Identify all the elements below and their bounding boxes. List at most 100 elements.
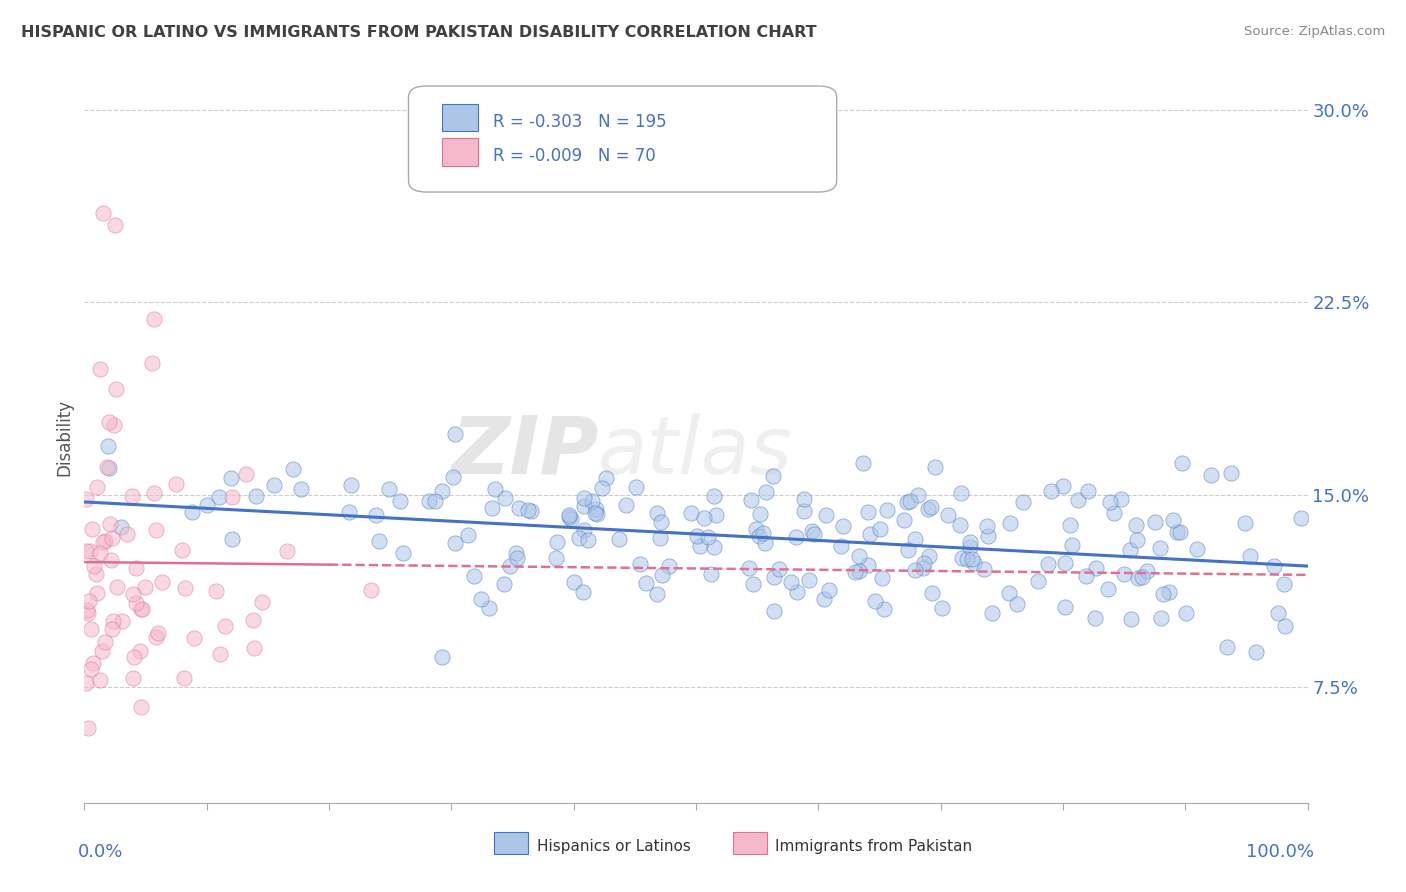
Point <box>75 676 97 690</box>
Point <box>82 657 104 671</box>
Point <box>848 564 870 578</box>
Point <box>499 559 522 574</box>
Point <box>960 552 983 566</box>
Point <box>959 540 981 554</box>
Text: R = -0.303   N = 195: R = -0.303 N = 195 <box>494 113 666 131</box>
Point <box>94 635 117 649</box>
Point <box>1026 574 1049 589</box>
Point <box>1067 492 1090 507</box>
Point <box>1054 557 1077 571</box>
Point <box>1102 507 1125 521</box>
Point <box>519 503 541 517</box>
Point <box>607 532 630 546</box>
Point <box>146 626 169 640</box>
Point <box>898 493 921 508</box>
Point <box>980 606 1002 620</box>
Point <box>959 535 981 549</box>
Point <box>245 489 267 503</box>
Point <box>918 549 941 563</box>
Point <box>444 536 467 550</box>
FancyBboxPatch shape <box>494 832 529 854</box>
Point <box>904 563 927 577</box>
Point <box>141 356 163 370</box>
Point <box>214 619 236 633</box>
Point <box>976 519 998 533</box>
Point <box>180 506 202 520</box>
Point <box>89 673 111 688</box>
Point <box>1144 515 1167 529</box>
Point <box>1040 483 1063 498</box>
Point <box>876 503 898 517</box>
Point <box>1130 570 1153 584</box>
Point <box>1126 533 1149 547</box>
Point <box>98 516 121 531</box>
Point <box>557 510 579 524</box>
Point <box>360 582 382 597</box>
Point <box>1168 524 1191 539</box>
Point <box>83 559 105 574</box>
Point <box>103 614 125 628</box>
Point <box>1157 585 1180 599</box>
Point <box>86 585 108 599</box>
Point <box>568 532 591 546</box>
Point <box>276 544 298 558</box>
Point <box>105 580 128 594</box>
Point <box>546 534 568 549</box>
Point <box>392 546 415 560</box>
Point <box>103 417 125 432</box>
Point <box>572 499 595 513</box>
Point <box>93 534 115 549</box>
Point <box>1074 569 1097 583</box>
Point <box>648 531 671 545</box>
Point <box>742 577 765 591</box>
Point <box>75 544 97 558</box>
Point <box>949 486 972 500</box>
Point <box>221 491 243 505</box>
Point <box>1097 582 1119 597</box>
Point <box>703 541 725 555</box>
Point <box>506 550 529 565</box>
Point <box>793 491 815 506</box>
Point <box>129 644 152 658</box>
FancyBboxPatch shape <box>733 832 766 854</box>
Point <box>1272 576 1295 591</box>
Point <box>143 312 166 326</box>
Point <box>1267 606 1289 620</box>
Point <box>754 535 776 549</box>
Point <box>856 558 879 572</box>
Y-axis label: Disability: Disability <box>55 399 73 475</box>
Point <box>931 601 953 615</box>
Point <box>150 575 173 590</box>
Text: ZIP: ZIP <box>451 413 598 491</box>
Point <box>430 484 453 499</box>
Point <box>752 525 775 540</box>
Point <box>1109 492 1132 507</box>
Point <box>793 504 815 518</box>
Point <box>1289 510 1312 524</box>
Point <box>786 585 808 599</box>
Point <box>76 721 98 735</box>
Point <box>585 501 607 516</box>
Point <box>221 533 243 547</box>
Point <box>235 467 257 482</box>
Point <box>1119 542 1142 557</box>
FancyBboxPatch shape <box>441 103 478 131</box>
Point <box>517 503 540 517</box>
Point <box>768 562 790 576</box>
Point <box>557 508 579 522</box>
Point <box>897 543 920 558</box>
Point <box>1263 559 1285 574</box>
Point <box>131 700 153 714</box>
Point <box>738 561 761 575</box>
Point <box>364 508 387 523</box>
Point <box>1187 542 1209 557</box>
Point <box>129 602 152 616</box>
Point <box>89 362 111 376</box>
Text: R = -0.009   N = 70: R = -0.009 N = 70 <box>494 146 655 165</box>
Point <box>572 523 595 537</box>
Point <box>963 556 986 570</box>
Point <box>626 480 648 494</box>
Point <box>1149 541 1171 555</box>
Point <box>830 539 852 553</box>
Point <box>1059 517 1081 532</box>
